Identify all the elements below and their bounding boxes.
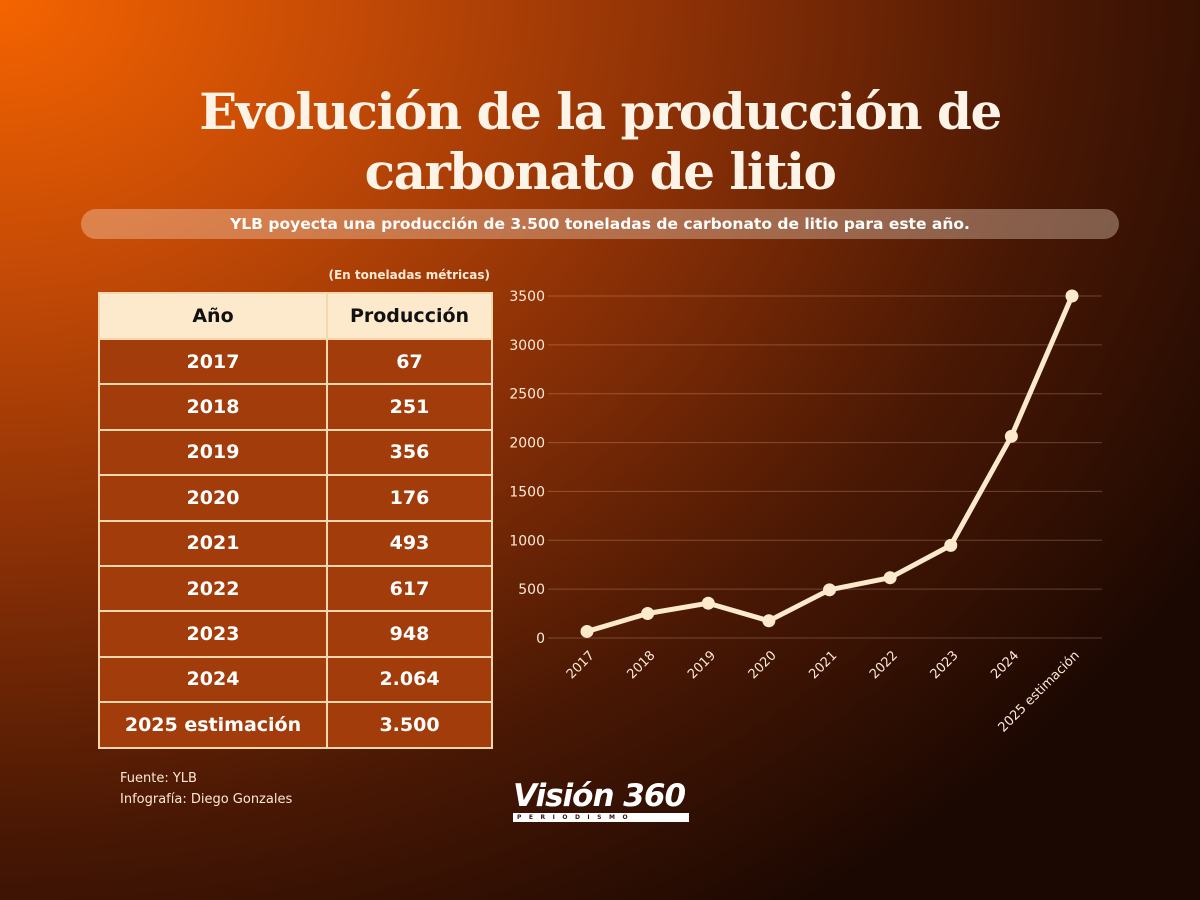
- subtitle: YLB poyecta una producción de 3.500 tone…: [81, 209, 1119, 239]
- data-point: [1065, 289, 1079, 303]
- header-production: Producción: [326, 292, 493, 340]
- production-cell: 356: [326, 428, 493, 477]
- year-cell: 2024: [98, 655, 328, 704]
- x-tick-label: 2023: [928, 648, 962, 682]
- year-cell: 2020: [98, 474, 328, 522]
- production-cell: 617: [326, 564, 493, 613]
- data-line: [586, 295, 1075, 634]
- table-row: 2019 356: [98, 428, 493, 477]
- production-cell: 251: [326, 383, 493, 431]
- data-point: [883, 571, 897, 585]
- author: Infografía: Diego Gonzales: [120, 792, 293, 807]
- source: Fuente: YLB: [120, 771, 197, 786]
- data-point: [580, 624, 594, 638]
- data-point: [944, 538, 958, 552]
- production-cell: 67: [326, 337, 493, 386]
- year-cell: 2022: [98, 564, 328, 613]
- data-point: [701, 596, 715, 610]
- y-tick-label: 2000: [509, 436, 545, 452]
- data-point: [1004, 429, 1018, 443]
- unit-note: (En toneladas métricas): [328, 268, 490, 282]
- table-row: 2022 617: [98, 564, 493, 613]
- year-cell: 2019: [98, 428, 328, 477]
- table-row: 2021 493: [98, 519, 493, 567]
- x-tick-label: 2019: [685, 648, 719, 682]
- table-row: 2023 948: [98, 610, 493, 658]
- y-tick-label: 2500: [509, 387, 545, 403]
- x-tick-label: 2017: [564, 648, 598, 682]
- data-point: [762, 614, 776, 628]
- y-tick-label: 1000: [509, 533, 545, 549]
- table-row: 2025 estimación 3.500: [98, 701, 493, 749]
- data-point: [641, 606, 655, 620]
- production-cell: 493: [326, 519, 493, 567]
- year-cell: 2021: [98, 519, 328, 567]
- year-cell: 2017: [98, 337, 328, 386]
- data-point: [823, 583, 836, 597]
- production-cell: 2.064: [326, 655, 493, 704]
- year-cell: 2018: [98, 383, 328, 431]
- table-row: 2024 2.064: [98, 655, 493, 704]
- year-cell: 2025 estimación: [98, 701, 328, 749]
- x-tick-label: 2020: [746, 648, 780, 682]
- production-cell: 176: [326, 474, 493, 522]
- table-row: 2018 251: [98, 383, 493, 431]
- x-tick-label: 2024: [988, 648, 1022, 682]
- y-tick-label: 500: [518, 582, 545, 598]
- production-table: Año Producción 2017 67 2018 251 2019 356 2020 17…: [98, 292, 493, 749]
- y-tick-label: 0: [536, 631, 545, 647]
- y-tick-label: 3500: [509, 289, 545, 305]
- y-tick-label: 3000: [509, 338, 545, 354]
- credits: Fuente: YLB Infografía: Diego Gonzales: [120, 768, 292, 810]
- table-row: 2017 67: [98, 337, 493, 386]
- table-row: 2020 176: [98, 474, 493, 522]
- x-tick-label: 2021: [806, 648, 840, 682]
- production-cell: 3.500: [326, 701, 493, 749]
- x-tick-label: 2018: [624, 648, 658, 682]
- x-tick-label: 2022: [867, 648, 901, 682]
- header-year: Año: [98, 292, 328, 340]
- logo: Visión 360 PERIODISMO GLOBAL: [513, 780, 689, 830]
- page-title: Evolución de la producción de carbonato d…: [199, 82, 1002, 201]
- year-cell: 2023: [98, 610, 328, 658]
- production-cell: 948: [326, 610, 493, 658]
- y-tick-label: 1500: [509, 484, 545, 500]
